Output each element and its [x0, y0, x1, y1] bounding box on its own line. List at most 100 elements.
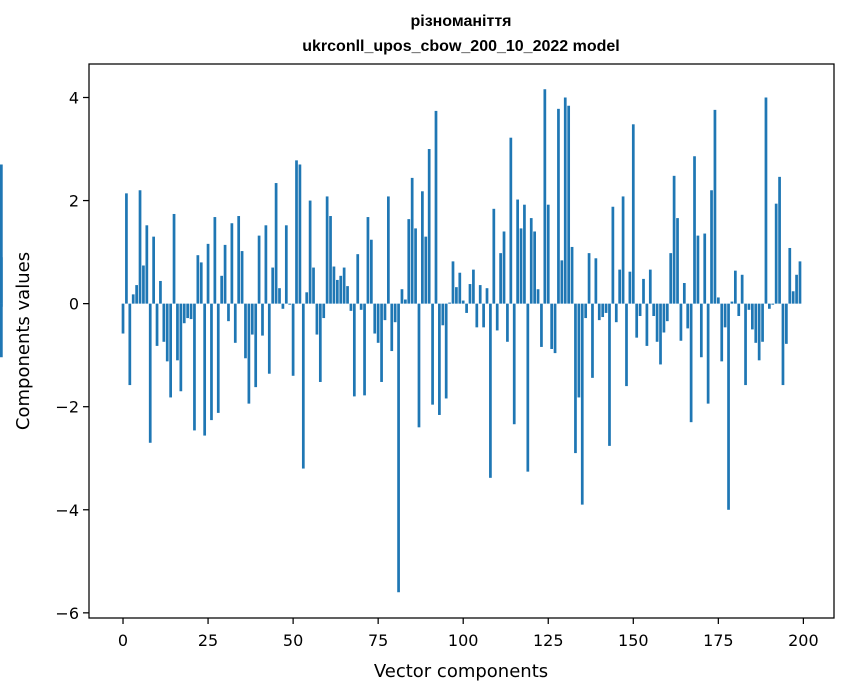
bar — [710, 190, 713, 304]
bar — [244, 303, 247, 359]
bar — [635, 303, 639, 338]
bar — [536, 289, 540, 304]
bar — [441, 303, 445, 326]
bar — [390, 303, 394, 352]
bar — [757, 303, 761, 361]
bar — [431, 303, 434, 405]
bar — [611, 206, 615, 304]
bar — [560, 260, 564, 304]
bar — [723, 303, 727, 328]
bar — [444, 303, 448, 399]
bar — [798, 261, 802, 304]
bar — [182, 303, 186, 324]
bar — [489, 303, 492, 478]
bar — [400, 289, 404, 304]
bar — [604, 303, 608, 313]
bar — [628, 271, 632, 304]
bar — [461, 300, 465, 304]
bar — [465, 303, 468, 313]
bar — [577, 303, 581, 398]
bar — [349, 303, 353, 311]
bar — [638, 303, 642, 317]
x-tick-label: 150 — [618, 631, 649, 650]
bar — [584, 303, 588, 319]
plot-frame — [88, 63, 835, 619]
bars — [0, 89, 802, 593]
bar — [597, 303, 601, 321]
bar — [727, 303, 730, 510]
bar — [553, 303, 557, 354]
bar — [631, 124, 635, 304]
bar — [665, 303, 669, 322]
bar — [397, 303, 400, 593]
bar — [254, 303, 258, 388]
bar — [618, 269, 622, 304]
bar — [438, 303, 441, 415]
bar — [186, 303, 190, 319]
bar — [145, 225, 149, 304]
bar — [257, 235, 261, 304]
bar — [223, 244, 227, 304]
bar — [346, 286, 349, 304]
y-axis-ticks: −6 −4 −2 0 2 4 — [55, 88, 89, 623]
bar — [754, 303, 758, 343]
bar — [424, 236, 428, 304]
bar — [250, 303, 254, 335]
bar — [689, 303, 693, 423]
y-tick-label: −6 — [55, 604, 79, 623]
bar — [342, 267, 346, 304]
bar — [478, 285, 482, 304]
bar — [325, 196, 329, 304]
bar — [335, 279, 339, 304]
y-tick-label: 0 — [69, 295, 79, 314]
bar — [193, 303, 196, 431]
x-tick-label: 100 — [448, 631, 479, 650]
bar — [278, 288, 281, 304]
bar — [410, 177, 414, 304]
bar — [458, 272, 462, 304]
bar — [148, 303, 152, 443]
y-tick-label: −2 — [55, 398, 79, 417]
bar — [203, 303, 207, 436]
bar — [550, 303, 554, 349]
bar — [196, 255, 200, 304]
bar — [659, 303, 662, 365]
x-tick-label: 75 — [368, 631, 388, 650]
bar — [155, 303, 159, 346]
bar — [693, 156, 696, 304]
bar — [271, 267, 275, 304]
y-tick-label: −4 — [55, 501, 79, 520]
bar — [509, 137, 513, 304]
bar — [669, 253, 673, 304]
bar — [468, 284, 472, 304]
bar — [785, 303, 788, 344]
bar — [523, 204, 526, 304]
bar — [152, 236, 155, 304]
bar — [247, 303, 251, 404]
bar — [237, 216, 241, 304]
bar — [274, 183, 278, 304]
bar — [563, 97, 567, 304]
bar — [733, 270, 737, 304]
bar — [642, 278, 645, 304]
bar — [135, 285, 138, 304]
x-tick-label: 50 — [283, 631, 303, 650]
bar — [451, 261, 455, 304]
bar — [210, 303, 213, 421]
bar — [366, 217, 370, 304]
bar — [0, 164, 3, 304]
bar — [751, 303, 754, 330]
bar — [227, 303, 230, 322]
bar — [312, 267, 315, 304]
bar — [699, 303, 703, 358]
bar — [305, 292, 309, 304]
bar — [407, 219, 411, 304]
bar — [570, 246, 574, 304]
bar — [740, 274, 744, 304]
bar — [172, 213, 176, 304]
bar — [696, 235, 700, 304]
bar — [574, 303, 577, 454]
bar — [264, 225, 268, 304]
y-tick-label: 4 — [69, 88, 79, 107]
bar — [220, 275, 224, 304]
